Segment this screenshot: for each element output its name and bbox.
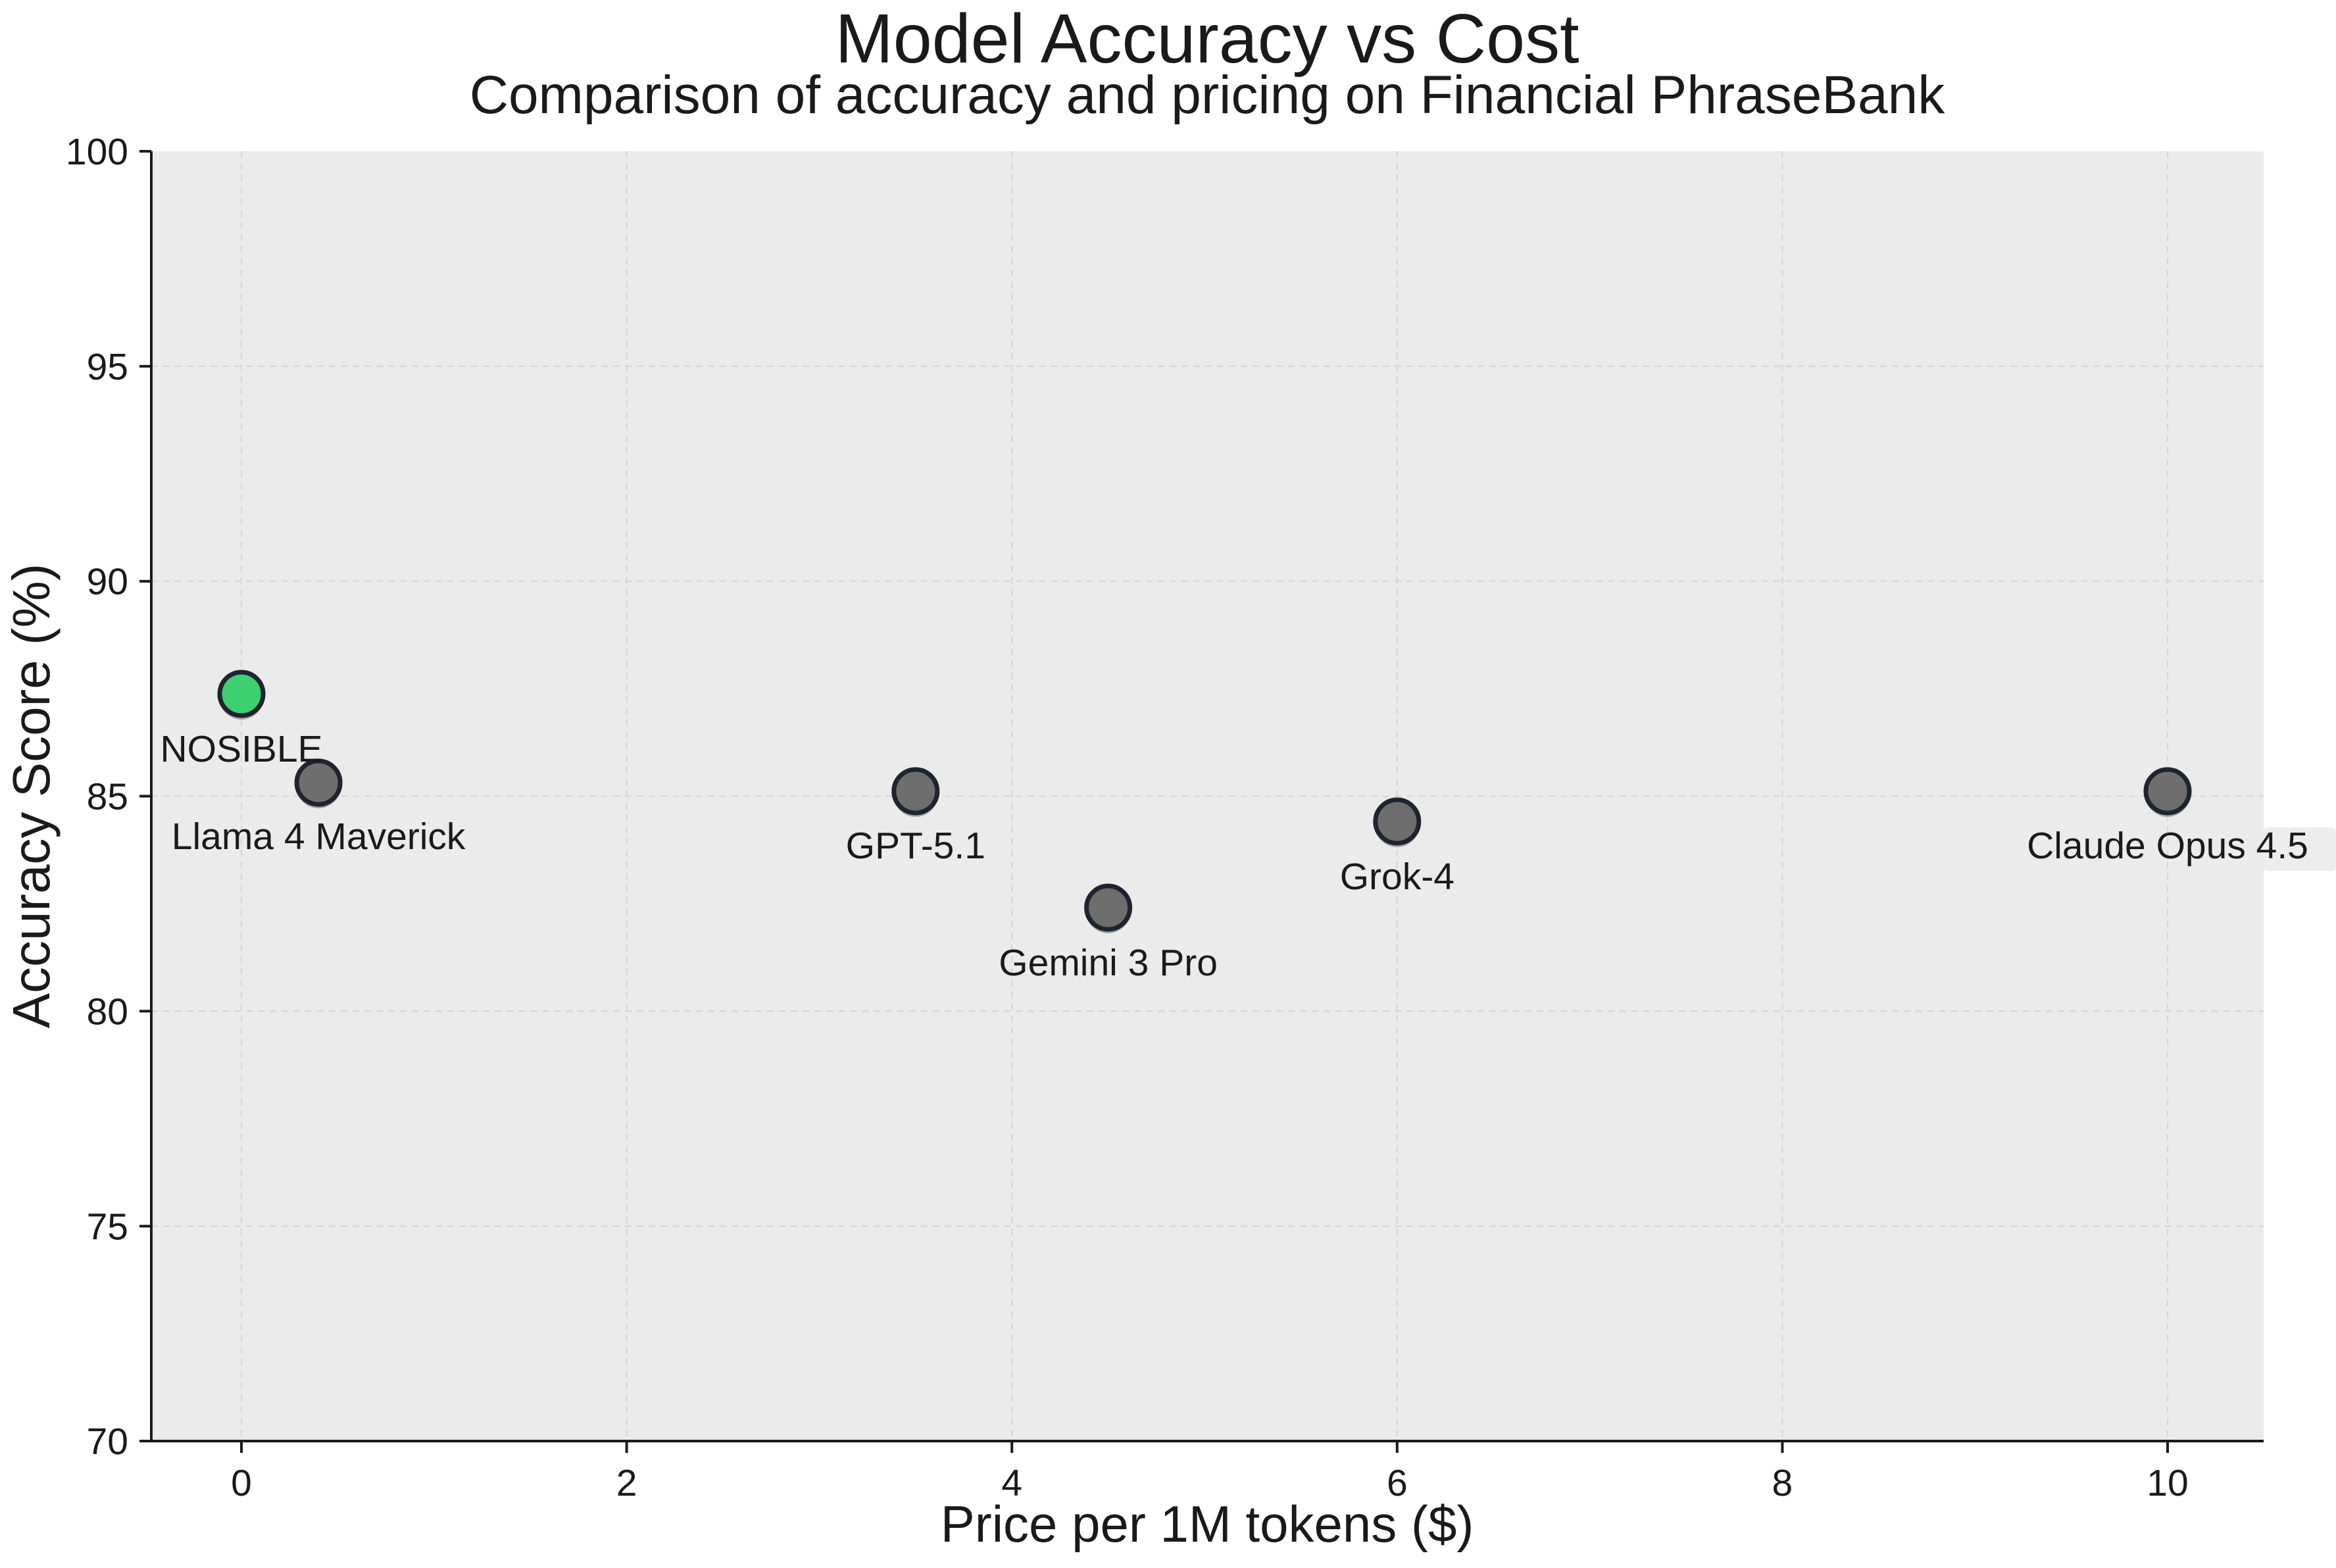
svg-text:Claude Opus 4.5: Claude Opus 4.5 bbox=[2027, 825, 2308, 867]
svg-text:8: 8 bbox=[1772, 1462, 1793, 1504]
svg-text:Gemini 3 Pro: Gemini 3 Pro bbox=[999, 942, 1218, 984]
svg-text:85: 85 bbox=[87, 776, 128, 818]
svg-text:Price per 1M tokens ($): Price per 1M tokens ($) bbox=[941, 1495, 1474, 1553]
svg-text:NOSIBLE: NOSIBLE bbox=[160, 728, 322, 770]
svg-text:Llama 4 Maverick: Llama 4 Maverick bbox=[172, 816, 466, 858]
svg-text:10: 10 bbox=[2147, 1462, 2188, 1504]
svg-text:Comparison of accuracy and pri: Comparison of accuracy and pricing on Fi… bbox=[470, 65, 1946, 125]
svg-text:GPT-5.1: GPT-5.1 bbox=[846, 825, 985, 867]
svg-text:2: 2 bbox=[616, 1462, 637, 1504]
svg-text:90: 90 bbox=[87, 561, 128, 603]
svg-text:0: 0 bbox=[231, 1462, 252, 1504]
svg-text:95: 95 bbox=[87, 346, 128, 388]
svg-text:80: 80 bbox=[87, 991, 128, 1033]
svg-text:Accuracy Score (%): Accuracy Score (%) bbox=[2, 564, 61, 1029]
svg-text:70: 70 bbox=[87, 1421, 128, 1463]
svg-text:75: 75 bbox=[87, 1206, 128, 1248]
svg-text:Grok-4: Grok-4 bbox=[1340, 856, 1454, 898]
svg-text:100: 100 bbox=[66, 131, 128, 173]
